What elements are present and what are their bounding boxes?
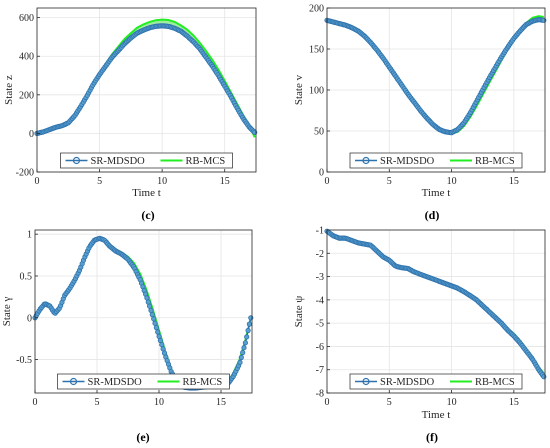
sr-mdsdo-marker [149,311,155,318]
sr-mdsdo-marker [153,324,159,331]
legend-sr-mdsdo-label: SR-MDSDO [91,156,146,167]
plot-area [327,230,545,393]
sr-mdsdo-marker [246,321,252,327]
plot-area [37,8,256,172]
sr-mdsdo-marker [155,329,161,335]
panel-label: (c) [141,208,154,222]
legend-sr-mdsdo-marker [362,156,370,165]
x-tick-label: 5 [387,176,392,187]
sr-mdsdo-marker [245,327,251,334]
legend-sr-mdsdo-label: SR-MDSDO [380,377,435,388]
sr-mdsdo-marker [157,337,163,344]
x-axis-label: Time t [132,187,161,199]
sr-mdsdo-marker [237,359,243,365]
y-tick-label: 150 [309,45,324,56]
y-tick-label: 0 [29,129,34,140]
legend-rb-mcs-label: RB-MCS [186,156,226,167]
sr-mdsdo-marker [242,340,248,346]
legend-box [349,152,523,169]
x-tick-label: 0 [35,176,40,187]
legend-sr-mdsdo-label: SR-MDSDO [88,377,143,388]
y-tick-label: 200 [19,90,34,101]
x-tick-label: 10 [157,176,167,187]
y-tick-label: -7 [316,365,324,376]
x-axis-label: Time t [422,409,451,421]
sr-mdsdo-marker [241,345,247,351]
x-tick-label: 10 [154,397,164,408]
sr-mdsdo-marker [160,346,166,352]
x-tick-label: 5 [97,176,102,187]
sr-mdsdo-marker [244,334,250,340]
y-tick-label: 0.5 [20,271,33,282]
x-axis-label: Time t [422,187,451,199]
y-tick-label: -200 [16,168,34,179]
x-tick-label: 5 [95,397,100,408]
x-tick-label: 5 [387,397,392,408]
axes-frame [326,229,546,394]
y-tick-label: 400 [19,52,34,63]
plot-area [35,230,252,393]
legend-rb-mcs-label: RB-MCS [183,377,223,388]
x-tick-label: 0 [33,397,38,408]
y-tick-label: 0 [319,168,324,179]
x-tick-label: 15 [509,397,519,408]
y-tick-label: -2 [316,249,324,260]
sr-mdsdo-marker [151,316,157,322]
legend-rb-mcs-label: RB-MCS [475,156,515,167]
y-tick-label: -5 [316,319,324,330]
y-tick-label: 50 [314,127,324,138]
x-tick-label: 15 [216,397,226,408]
axes-frame [36,7,257,173]
chart-panel-3: 0 5 10 15 -0.5 0 0.5 1 State γ SR-MDSDO RB-MCS (e) [1,229,254,444]
legend-sr-mdsdo-marker [69,377,78,386]
y-axis-label: State γ [1,297,13,327]
x-tick-label: 15 [220,176,230,187]
y-tick-label: 1 [27,230,32,241]
y-tick-label: -3 [316,272,324,283]
y-tick-label: -6 [316,342,324,353]
y-tick-label: -1 [316,226,324,237]
legend-sr-mdsdo-marker [72,156,81,165]
sr-mdsdo-marker [148,307,154,313]
legend-box [349,373,523,390]
x-tick-label: 10 [447,397,457,408]
axes-frame [34,229,253,394]
legend-sr-mdsdo-label: SR-MDSDO [380,156,435,167]
x-tick-label: 0 [325,397,330,408]
legend-box [57,373,230,390]
panel-label: (d) [425,208,440,222]
sr-mdsdo-marker [144,295,150,301]
y-axis-label: State ψ [293,296,305,328]
y-tick-label: -8 [316,389,324,400]
sr-mdsdo-marker [147,303,153,309]
x-tick-label: 15 [509,176,519,187]
legend-rb-mcs-label: RB-MCS [475,377,515,388]
legend-box [60,152,233,169]
sr-mdsdo-marker [159,342,165,348]
x-tick-label: 10 [447,176,457,187]
y-axis-label: State v [293,74,305,105]
y-tick-label: -4 [316,295,324,306]
y-tick-label: -0.5 [16,355,32,366]
x-tick-label: 0 [325,176,330,187]
y-tick-label: 100 [309,86,324,97]
sr-mdsdo-marker [152,320,158,326]
y-tick-label: 600 [19,13,34,24]
y-tick-label: 200 [309,4,324,15]
chart-panel-4: 0 5 10 15 -8 -7 -6 -5 -4 -3 -2 -1 Time t State ψ SR-MD… [293,226,547,444]
panel-label: (e) [136,430,149,444]
y-tick-label: 0 [27,313,32,324]
sr-mdsdo-marker [240,349,246,356]
panel-label: (f) [426,430,438,444]
sr-mdsdo-marker [238,354,244,361]
y-axis-label: State z [3,75,15,105]
legend-sr-mdsdo-marker [362,377,370,386]
